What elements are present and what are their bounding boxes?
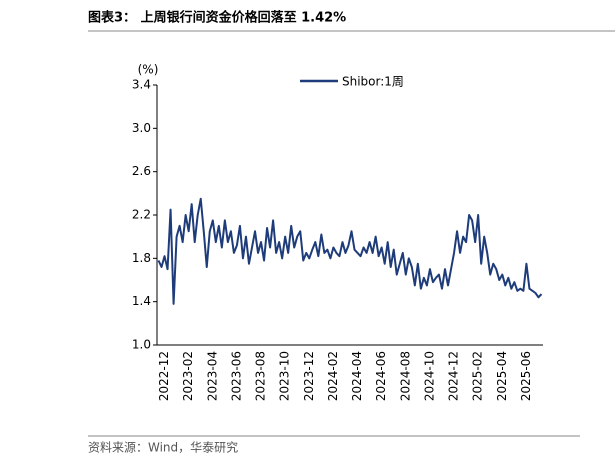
x-tick-label: 2024-06 [374,351,388,401]
y-tick-label: 1.4 [132,294,151,308]
x-tick-label: 2024-08 [398,351,412,401]
x-tick-label: 2023-06 [229,351,243,401]
x-tick-label: 2023-10 [278,351,292,401]
y-tick-label: 1.8 [132,251,151,265]
y-tick-label: 2.2 [132,208,151,222]
x-tick-label: 2023-04 [205,351,219,401]
x-tick-label: 2025-04 [495,351,509,401]
x-tick-label: 2022-12 [157,351,171,401]
x-tick-label: 2024-04 [350,351,364,401]
x-tick-label: 2025-02 [471,351,485,401]
series-line [157,197,543,305]
y-tick-label: 3.0 [132,121,151,135]
x-tick-label: 2023-08 [254,351,268,401]
x-tick-label: 2023-02 [181,351,195,401]
y-tick-label: 3.4 [132,78,151,92]
x-tick-label: 2024-12 [447,351,461,401]
y-unit: (%) [138,63,159,77]
x-tick-label: 2023-12 [302,351,316,401]
x-tick-label: 2025-06 [519,351,533,401]
y-tick-label: 2.6 [132,164,151,178]
x-tick-label: 2024-02 [326,351,340,401]
legend-label: Shibor:1周 [342,75,404,89]
source: 资料来源：Wind，华泰研究 [88,440,238,455]
x-tick-label: 2024-10 [422,351,436,401]
y-tick-label: 1.0 [132,338,151,352]
chart-title: 图表3： 上周银行间资金价格回落至 1.42% [88,10,346,26]
